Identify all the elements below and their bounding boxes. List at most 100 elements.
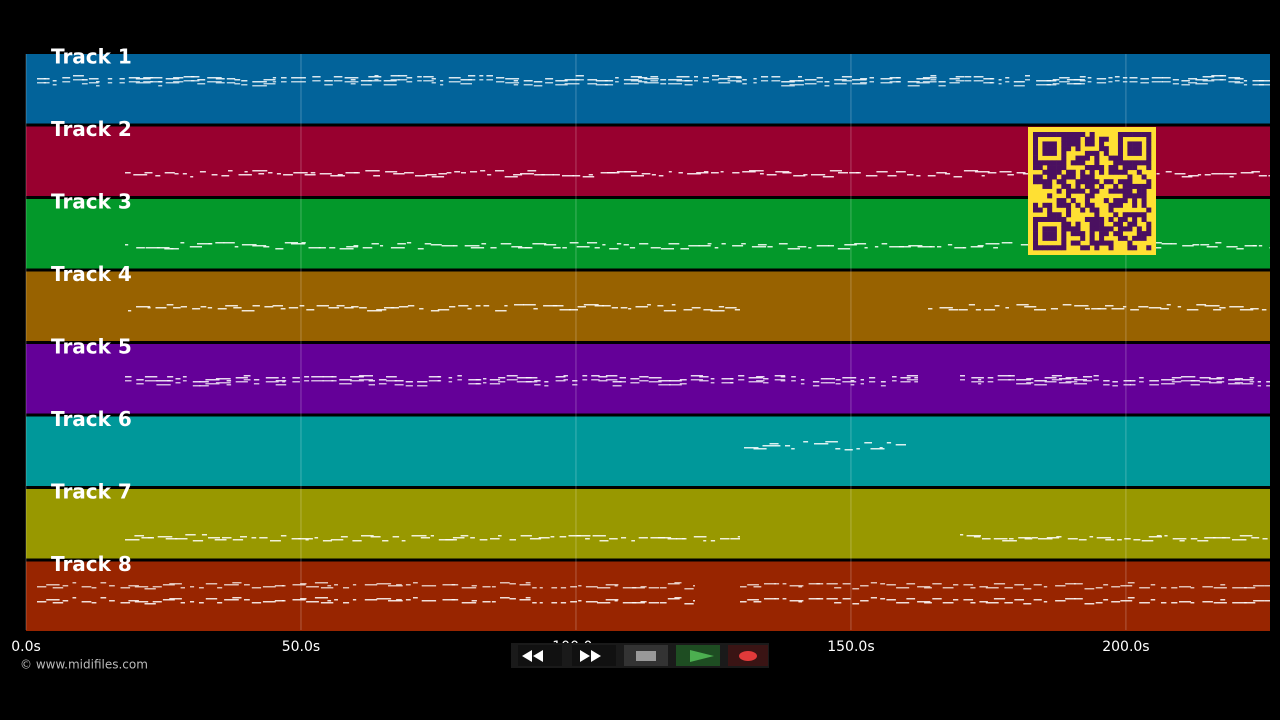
note — [816, 598, 820, 600]
qr-module — [1061, 216, 1067, 222]
note — [898, 246, 911, 248]
qr-module — [1066, 207, 1072, 213]
note — [782, 583, 787, 585]
note — [684, 80, 693, 82]
track-label: Track 3 — [51, 190, 132, 214]
qr-module — [1127, 165, 1133, 171]
note — [798, 80, 802, 82]
note — [339, 379, 352, 381]
note — [88, 82, 99, 84]
note — [253, 383, 260, 385]
note — [631, 540, 635, 542]
note — [152, 601, 162, 603]
note — [1243, 80, 1248, 82]
note — [808, 247, 812, 249]
note — [820, 382, 828, 384]
qr-module — [1061, 221, 1067, 227]
note — [1182, 245, 1194, 247]
note — [174, 173, 179, 175]
note — [1266, 385, 1270, 387]
note — [1211, 173, 1224, 175]
note — [623, 83, 639, 85]
forward-button[interactable] — [572, 645, 616, 666]
note — [448, 77, 461, 79]
note — [979, 601, 988, 603]
qr-module — [1108, 240, 1114, 246]
note — [539, 587, 543, 589]
note — [663, 310, 677, 312]
note — [1108, 81, 1113, 83]
note — [390, 247, 405, 249]
note — [842, 583, 851, 585]
qr-module — [1113, 160, 1119, 166]
stop-button[interactable] — [624, 645, 668, 666]
note — [588, 174, 593, 176]
qr-module — [1132, 165, 1138, 171]
note — [470, 247, 485, 249]
note — [533, 85, 543, 87]
qr-module — [1042, 160, 1048, 166]
qr-module — [1066, 212, 1072, 218]
qr-module — [1033, 221, 1039, 227]
note — [1065, 583, 1076, 585]
note — [1034, 309, 1042, 311]
note — [292, 599, 306, 601]
note — [384, 307, 395, 309]
note — [932, 598, 942, 600]
note — [173, 77, 184, 79]
note — [191, 76, 200, 78]
qr-module — [1136, 132, 1142, 138]
play-button[interactable] — [676, 645, 720, 666]
note — [1084, 588, 1095, 590]
note — [850, 384, 855, 386]
note — [525, 597, 531, 599]
note — [283, 174, 293, 176]
note — [506, 375, 518, 377]
note — [834, 587, 842, 589]
note — [917, 586, 931, 588]
note — [824, 85, 830, 87]
note — [263, 246, 270, 248]
note — [1129, 384, 1136, 386]
note — [73, 79, 84, 81]
qr-module — [1122, 226, 1128, 232]
note — [272, 81, 277, 83]
qr-module — [1042, 226, 1048, 232]
qr-module — [1033, 136, 1039, 142]
note — [678, 172, 683, 174]
note — [378, 379, 387, 381]
note — [262, 601, 276, 603]
note — [437, 376, 442, 378]
note — [1004, 602, 1013, 604]
note — [826, 583, 838, 585]
note — [192, 381, 201, 383]
note — [1058, 378, 1072, 380]
note — [993, 598, 1006, 600]
note — [442, 599, 456, 601]
rewind-button[interactable] — [518, 645, 562, 666]
note — [221, 175, 230, 177]
note — [368, 380, 375, 382]
note — [388, 600, 403, 602]
note — [385, 171, 398, 173]
note — [334, 599, 338, 601]
note — [886, 584, 896, 586]
note — [1043, 586, 1048, 588]
note — [487, 174, 492, 176]
note — [406, 81, 413, 83]
note — [1122, 81, 1128, 83]
note — [971, 377, 984, 379]
note — [291, 243, 306, 245]
note — [555, 80, 568, 82]
qr-module — [1099, 141, 1105, 147]
note — [932, 583, 942, 585]
qr-module — [1056, 179, 1062, 185]
note — [324, 84, 333, 86]
qr-module — [1066, 136, 1072, 142]
qr-module — [1084, 198, 1090, 204]
note — [1103, 599, 1109, 601]
note — [749, 170, 764, 172]
record-button[interactable] — [728, 645, 768, 666]
note — [251, 602, 262, 604]
qr-module — [1056, 160, 1062, 166]
